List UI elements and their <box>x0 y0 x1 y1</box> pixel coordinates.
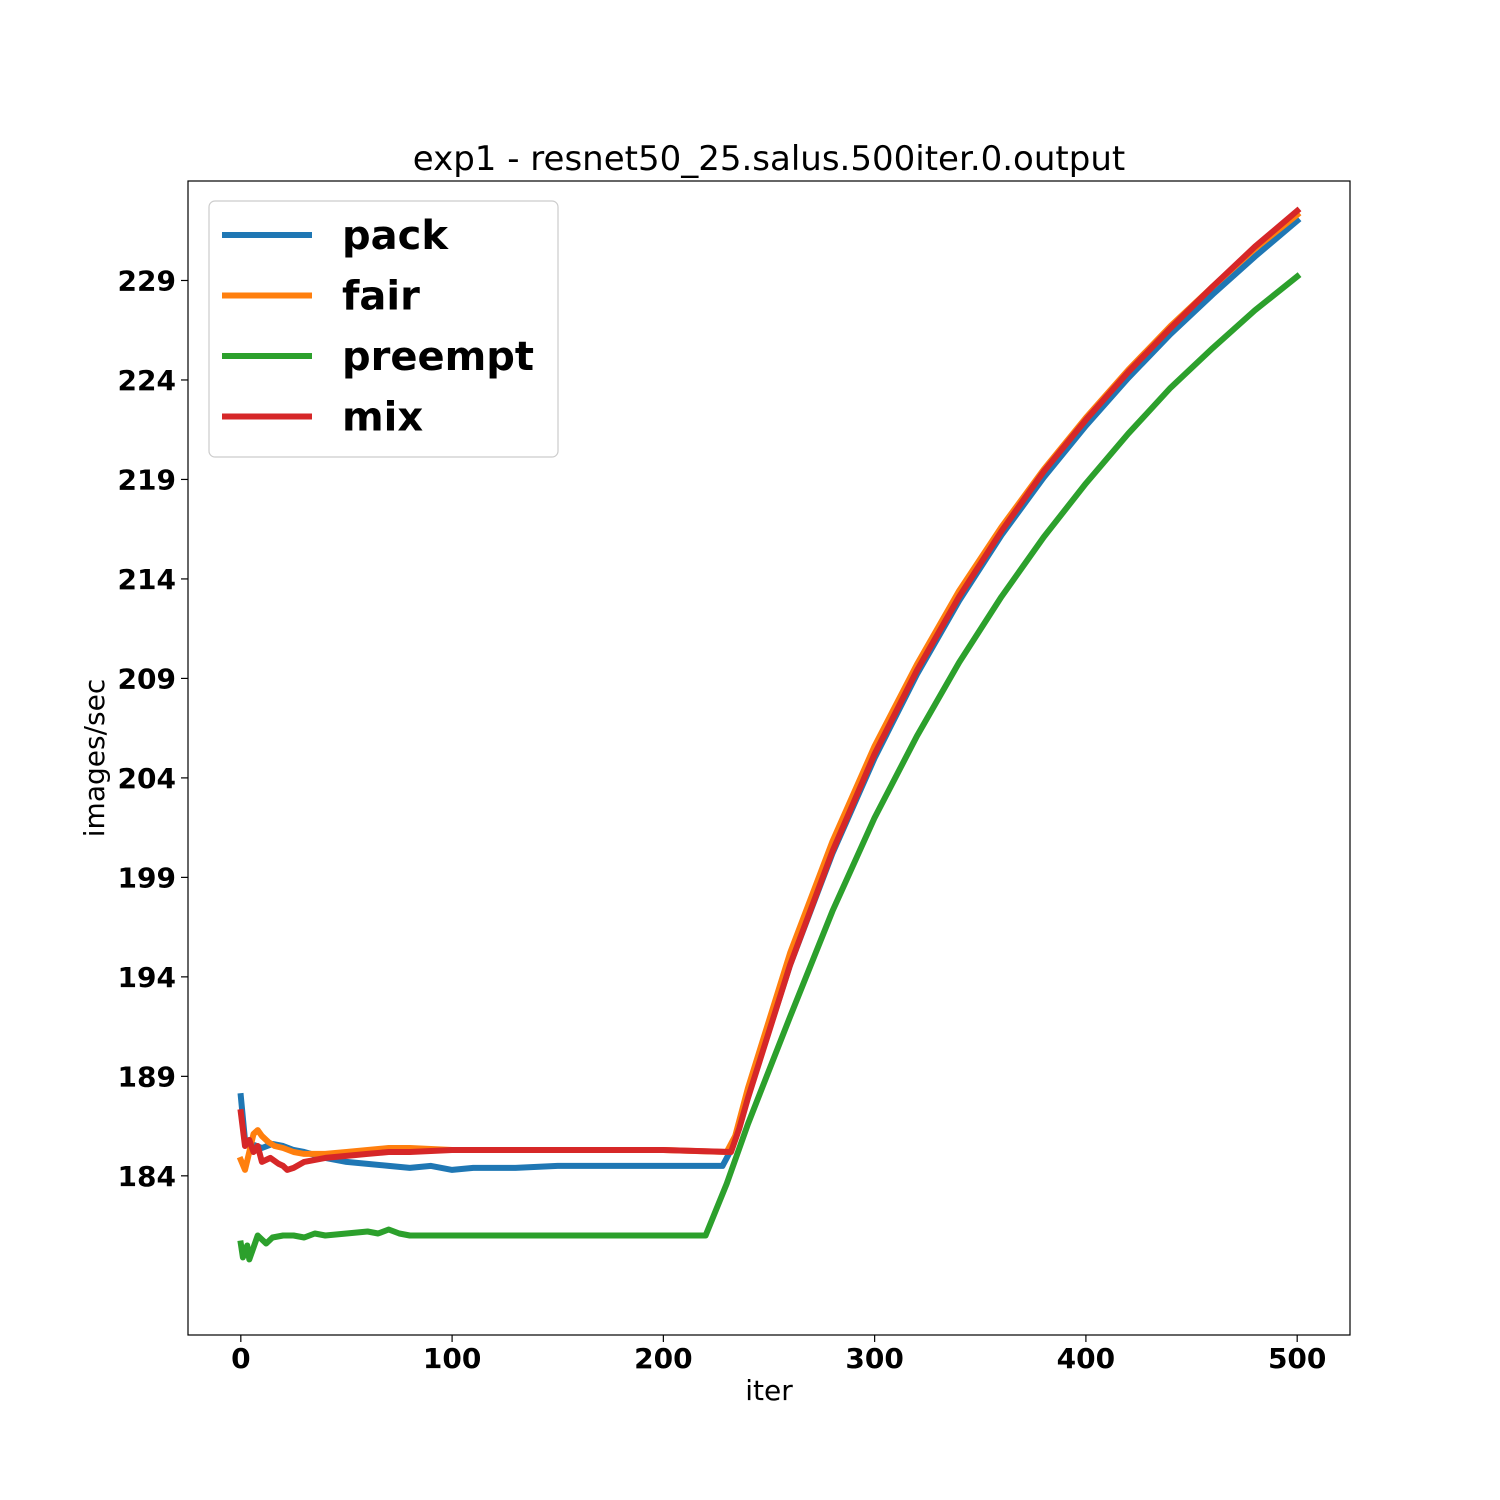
legend-label-fair: fair <box>342 274 420 320</box>
x-tick-label: 300 <box>845 1342 903 1375</box>
y-tick-label: 189 <box>118 1060 176 1093</box>
x-tick-label: 200 <box>634 1342 692 1375</box>
y-tick-label: 219 <box>118 463 176 496</box>
plot-frame <box>187 180 1351 1336</box>
y-tick-label: 199 <box>118 861 176 894</box>
chart-title: exp1 - resnet50_25.salus.500iter.0.outpu… <box>413 139 1125 179</box>
legend-label-preempt: preempt <box>342 334 534 380</box>
x-tick-label: 100 <box>423 1342 481 1375</box>
x-axis-label: iter <box>745 1374 793 1407</box>
y-tick-label: 204 <box>118 762 176 795</box>
legend-box <box>208 200 559 458</box>
y-tick-label: 184 <box>118 1160 176 1193</box>
plot-lines <box>236 206 1302 1263</box>
y-tick-label: 209 <box>118 662 176 695</box>
y-tick-label: 214 <box>118 563 176 596</box>
x-tick-label: 500 <box>1268 1342 1326 1375</box>
y-axis: 184 189 194 199 204 209 214 219 224 229 <box>118 264 188 1193</box>
x-tick-label: 0 <box>231 1342 250 1375</box>
y-tick-label: 194 <box>118 961 176 994</box>
series-line-preempt <box>237 272 1302 1263</box>
y-axis-label: images/sec <box>78 679 111 837</box>
legend-label-pack: pack <box>342 213 449 259</box>
legend: pack fair preempt mix <box>208 200 559 458</box>
legend-label-mix: mix <box>342 395 423 441</box>
y-tick-label: 224 <box>118 364 176 397</box>
x-axis: 0 100 200 300 400 500 <box>231 1335 1326 1375</box>
y-tick-label: 229 <box>118 264 176 297</box>
series-line-mix <box>237 206 1302 1173</box>
x-tick-label: 400 <box>1057 1342 1115 1375</box>
